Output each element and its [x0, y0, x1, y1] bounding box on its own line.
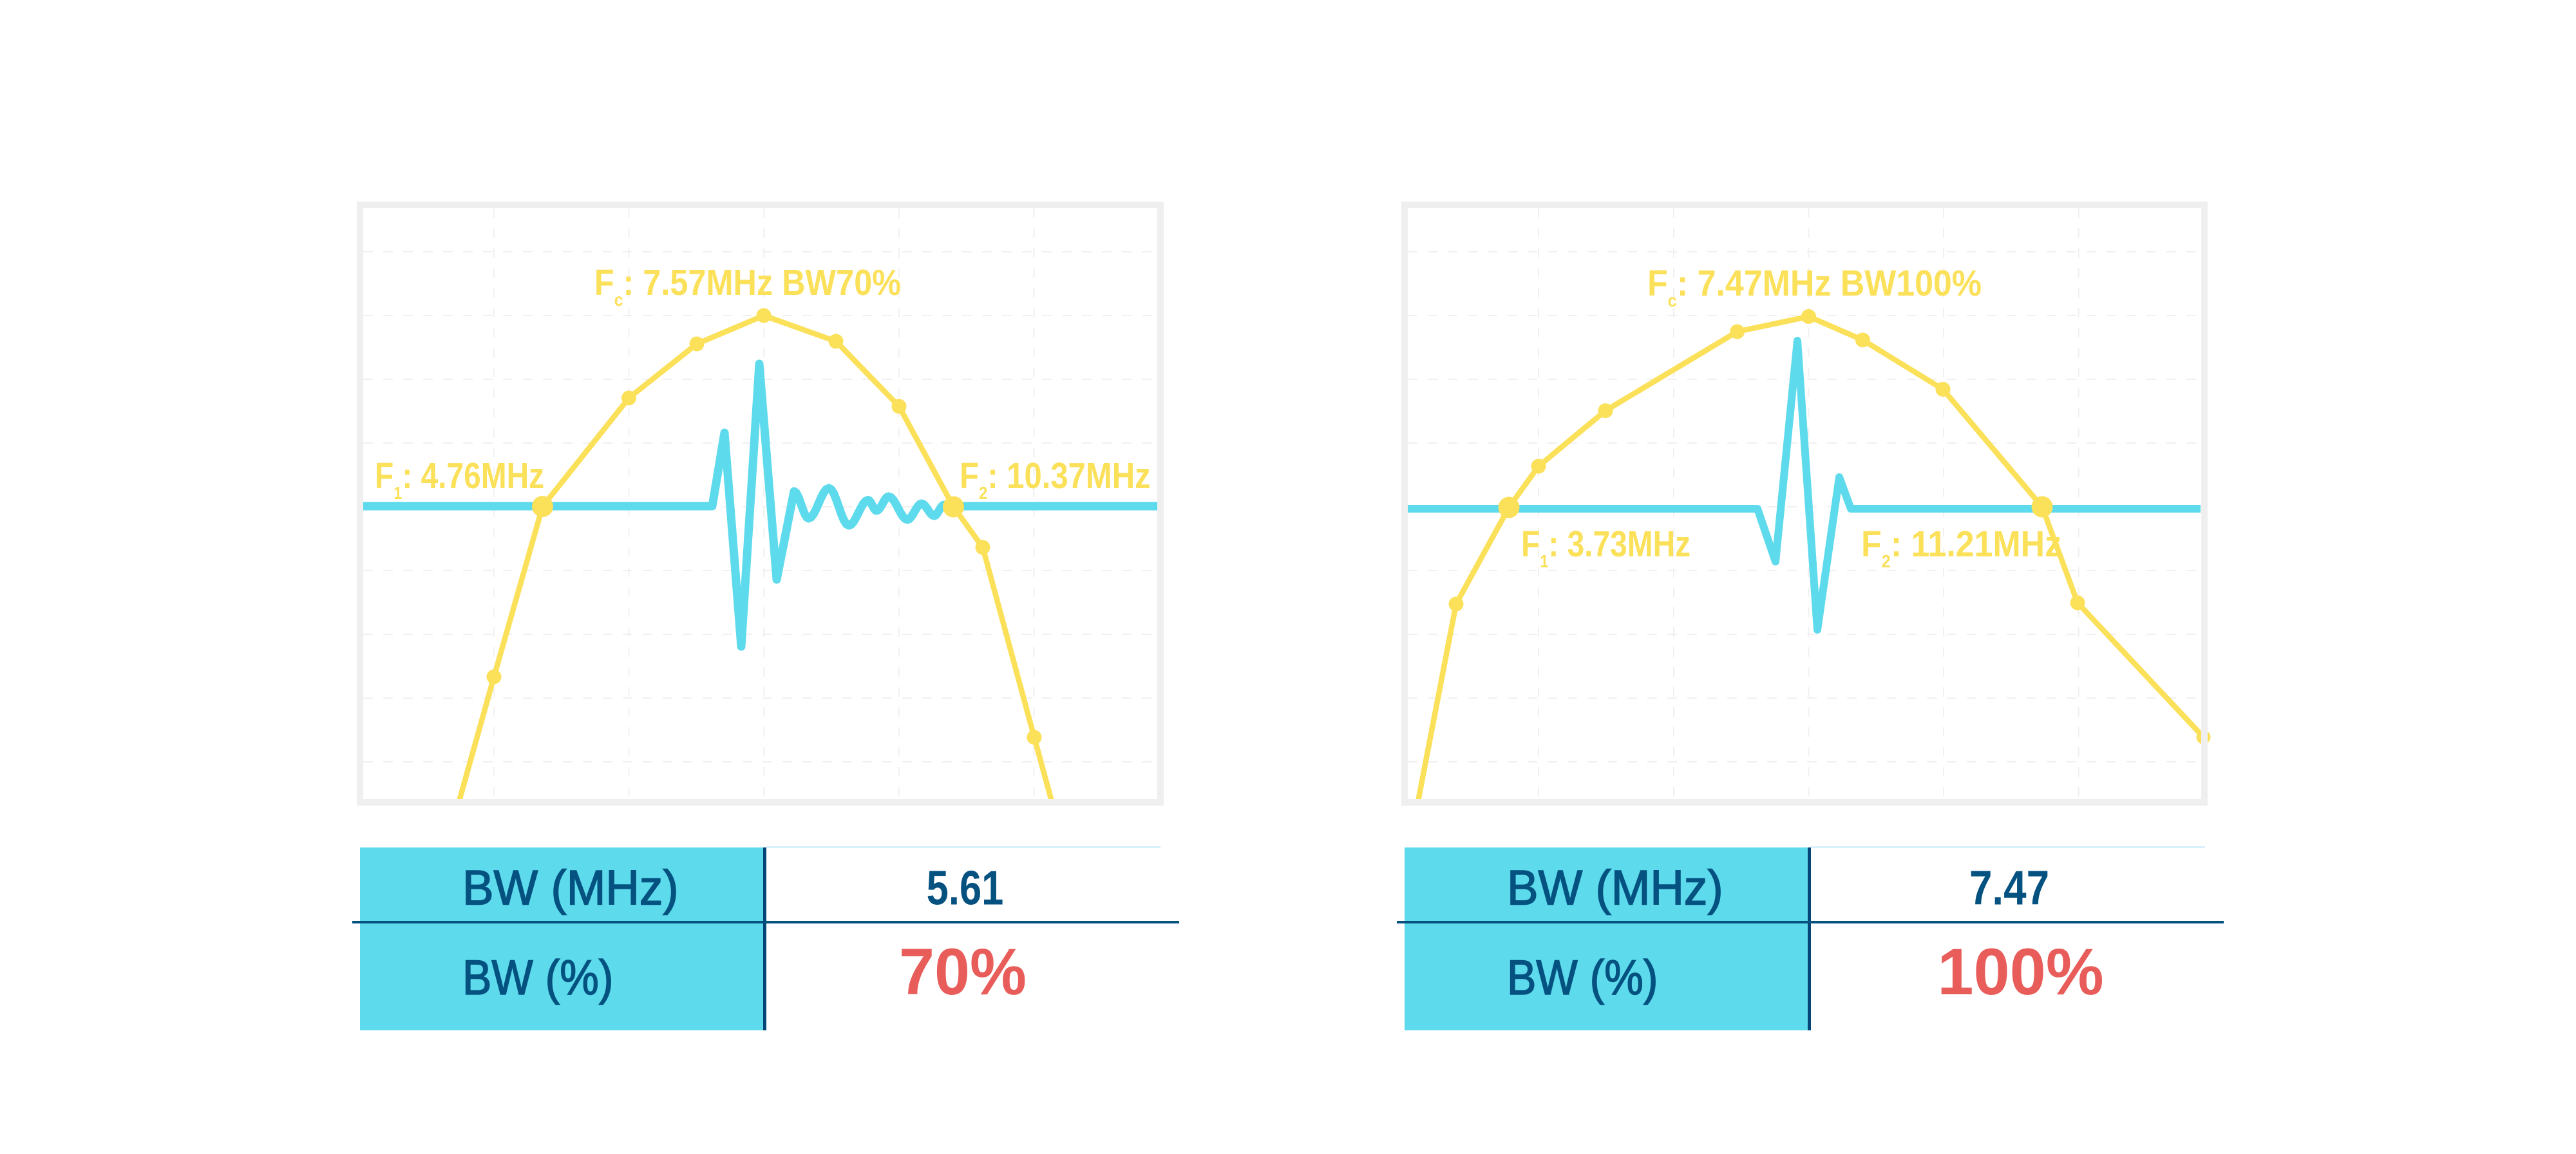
svg-text:F2: 11.21MHz: F2: 11.21MHz — [1861, 524, 2061, 572]
svg-text:BW (%): BW (%) — [1507, 951, 1658, 1005]
svg-text:Fc: 7.57MHz BW70%: Fc: 7.57MHz BW70% — [594, 262, 901, 310]
svg-text:100%: 100% — [1937, 935, 2103, 1009]
svg-text:BW (%): BW (%) — [462, 951, 613, 1005]
svg-text:F2: 10.37MHz: F2: 10.37MHz — [960, 456, 1151, 504]
svg-text:F1: 3.73MHz: F1: 3.73MHz — [1521, 524, 1690, 571]
svg-text:Fc: 7.47MHz BW100%: Fc: 7.47MHz BW100% — [1647, 263, 1982, 310]
svg-text:5.61: 5.61 — [927, 861, 1004, 915]
svg-text:70%: 70% — [899, 936, 1027, 1009]
svg-text:F1: 4.76MHz: F1: 4.76MHz — [375, 455, 544, 503]
svg-text:7.47: 7.47 — [1969, 861, 2049, 915]
svg-text:BW (MHz): BW (MHz) — [1507, 860, 1723, 915]
svg-text:BW (MHz): BW (MHz) — [462, 860, 679, 915]
